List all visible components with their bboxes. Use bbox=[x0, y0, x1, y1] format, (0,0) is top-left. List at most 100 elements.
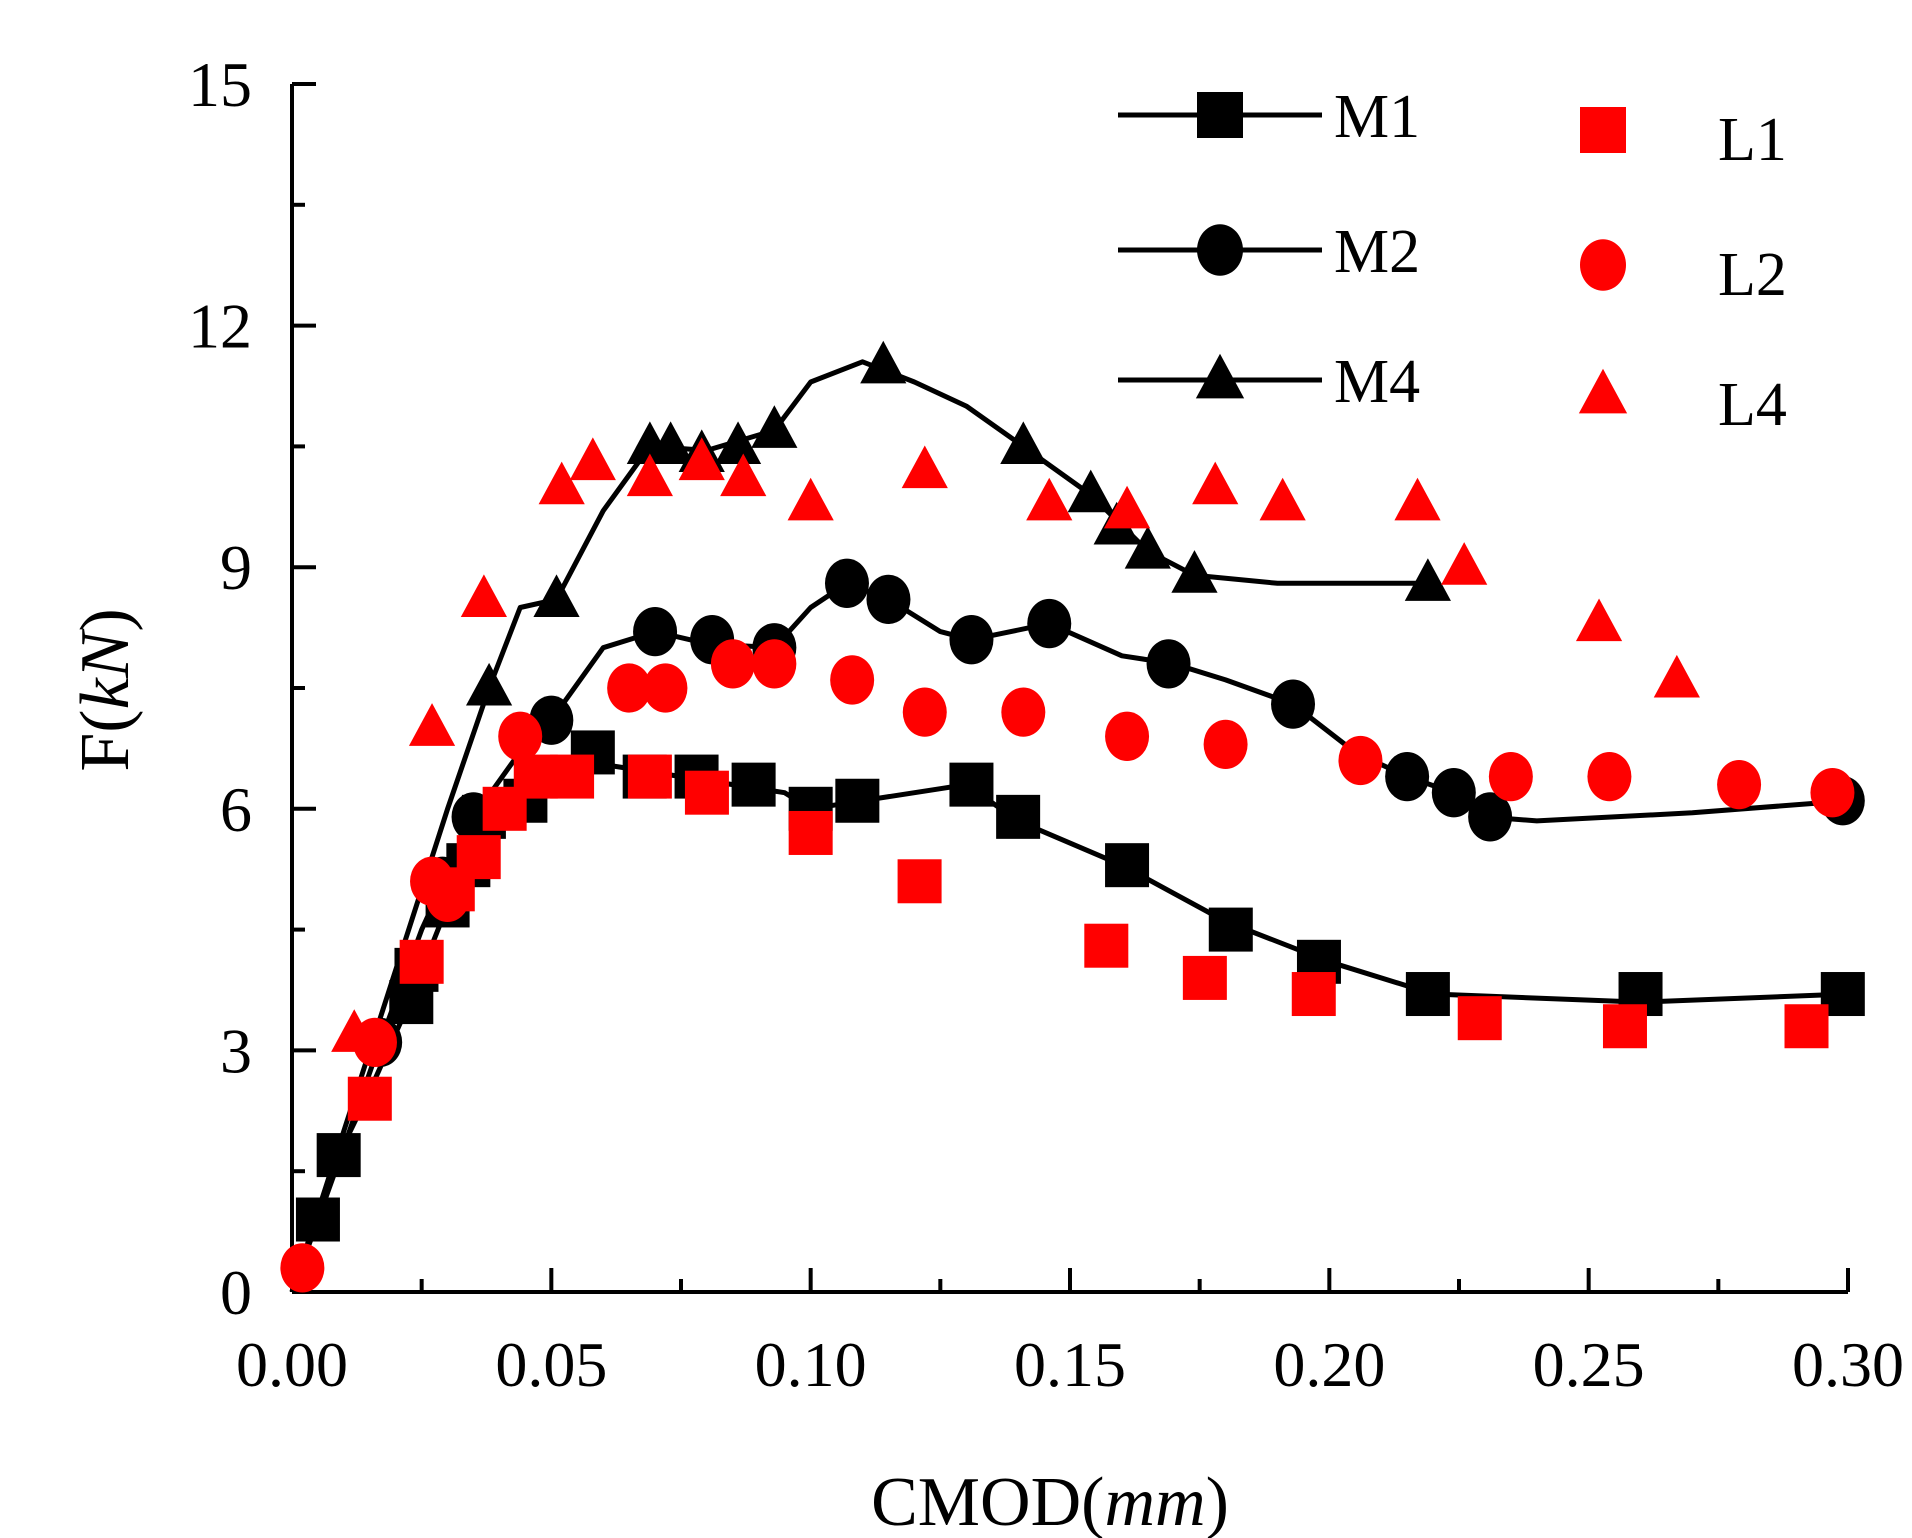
point-m1 bbox=[835, 778, 880, 823]
axes bbox=[290, 82, 1850, 1294]
point-m4 bbox=[1067, 469, 1114, 513]
legend: M1 M2 M4 L1 L2 L4 bbox=[1118, 83, 1787, 439]
x-tick-label: 0.15 bbox=[1014, 1329, 1126, 1400]
y-tick-label: 12 bbox=[188, 291, 252, 362]
point-l4 bbox=[787, 477, 834, 521]
point-m2 bbox=[1146, 639, 1191, 689]
point-l1 bbox=[1084, 923, 1129, 968]
y-axis-title: F(kN) bbox=[67, 608, 144, 771]
point-l1 bbox=[347, 1076, 392, 1121]
point-l2 bbox=[1338, 735, 1383, 786]
y-tick-label: 6 bbox=[220, 774, 252, 845]
point-l2 bbox=[1488, 751, 1533, 802]
point-m2 bbox=[1385, 751, 1430, 802]
point-l1 bbox=[1784, 1004, 1829, 1049]
y-tick-label: 9 bbox=[220, 532, 252, 603]
point-l4 bbox=[1259, 477, 1306, 521]
point-l2 bbox=[498, 711, 543, 761]
x-tick-label: 0.00 bbox=[236, 1329, 348, 1400]
point-l2 bbox=[1001, 687, 1046, 737]
point-m4 bbox=[1124, 526, 1171, 569]
point-l1 bbox=[1602, 1004, 1647, 1049]
legend-label-l1: L1 bbox=[1718, 106, 1787, 174]
point-l1 bbox=[1291, 972, 1336, 1017]
point-l4 bbox=[678, 437, 725, 481]
point-l2 bbox=[1105, 711, 1150, 761]
point-l4 bbox=[1026, 477, 1073, 521]
legend-label-m4: M4 bbox=[1334, 348, 1420, 416]
legend-label-m1: M1 bbox=[1334, 83, 1420, 151]
legend-label-l2: L2 bbox=[1718, 241, 1787, 309]
point-l1 bbox=[456, 835, 501, 880]
data-marks bbox=[280, 340, 1865, 1293]
point-m1 bbox=[1208, 907, 1253, 952]
point-m1 bbox=[295, 1197, 340, 1242]
point-m4 bbox=[1000, 421, 1047, 464]
point-l4 bbox=[1441, 542, 1488, 585]
point-l4 bbox=[538, 461, 585, 505]
point-l2 bbox=[280, 1243, 325, 1293]
point-m4 bbox=[1404, 558, 1451, 601]
x-tick-label: 0.05 bbox=[495, 1329, 607, 1400]
point-m2 bbox=[1027, 598, 1072, 649]
point-l1 bbox=[684, 770, 729, 815]
point-m2 bbox=[866, 574, 911, 625]
y-tick-label: 3 bbox=[220, 1015, 252, 1086]
x-tick-label: 0.20 bbox=[1273, 1329, 1385, 1400]
y-tick-label: 0 bbox=[220, 1257, 252, 1328]
point-l4 bbox=[1192, 461, 1239, 505]
point-m2 bbox=[1468, 792, 1513, 842]
point-l2 bbox=[902, 687, 947, 737]
point-m1 bbox=[949, 762, 994, 807]
point-m4 bbox=[533, 574, 580, 617]
point-l4 bbox=[1575, 598, 1623, 642]
point-l4 bbox=[1653, 654, 1700, 698]
point-l2 bbox=[1203, 719, 1248, 770]
point-l2 bbox=[1810, 768, 1855, 818]
point-m4 bbox=[751, 405, 798, 448]
point-m1 bbox=[316, 1133, 361, 1178]
point-m4 bbox=[860, 340, 907, 384]
point-l4 bbox=[1103, 485, 1151, 529]
point-l2 bbox=[643, 663, 688, 713]
point-l1 bbox=[550, 754, 595, 799]
point-l2 bbox=[710, 639, 755, 689]
point-l2 bbox=[752, 639, 797, 689]
point-m4 bbox=[647, 421, 694, 464]
point-m1 bbox=[996, 794, 1041, 839]
y-tick-label: 15 bbox=[188, 49, 252, 120]
x-tick-label: 0.10 bbox=[755, 1329, 867, 1400]
point-l1 bbox=[1182, 955, 1227, 1000]
point-l4 bbox=[901, 445, 948, 489]
point-l2 bbox=[830, 655, 875, 705]
point-m4 bbox=[714, 421, 762, 464]
x-tick-label: 0.30 bbox=[1792, 1329, 1904, 1400]
legend-marker-m1 bbox=[1197, 92, 1243, 138]
point-m2 bbox=[1431, 768, 1476, 818]
point-m2 bbox=[633, 606, 678, 657]
point-m1 bbox=[1405, 972, 1450, 1017]
legend-marker-l1 bbox=[1580, 107, 1626, 153]
point-l4 bbox=[408, 703, 456, 746]
point-m1 bbox=[731, 762, 776, 807]
point-m1 bbox=[1105, 843, 1150, 888]
point-m2 bbox=[824, 558, 869, 608]
legend-label-m2: M2 bbox=[1334, 218, 1420, 286]
legend-marker-m2 bbox=[1197, 224, 1243, 276]
point-l1 bbox=[399, 939, 444, 984]
point-l4 bbox=[1394, 477, 1441, 521]
point-l4 bbox=[460, 574, 508, 617]
point-l4 bbox=[626, 453, 673, 497]
tick-labels: 0.00 0.05 0.10 0.15 0.20 0.25 0.30 0 3 6 9 12 15 bbox=[188, 49, 1904, 1400]
point-m2 bbox=[1271, 679, 1316, 729]
point-l4 bbox=[331, 1009, 378, 1052]
point-l2 bbox=[1587, 751, 1632, 802]
point-l1 bbox=[788, 810, 833, 855]
x-tick-label: 0.25 bbox=[1533, 1329, 1645, 1400]
point-l1 bbox=[627, 754, 672, 799]
point-l2 bbox=[607, 663, 652, 713]
legend-marker-l4 bbox=[1578, 368, 1628, 414]
point-l2 bbox=[1717, 760, 1762, 810]
point-m4 bbox=[465, 662, 513, 706]
